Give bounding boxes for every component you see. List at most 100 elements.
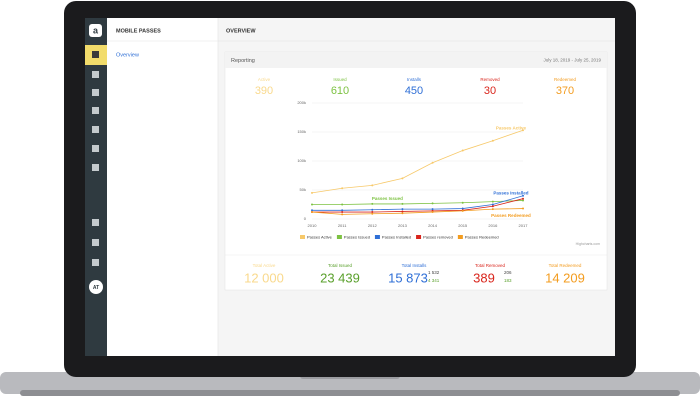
icon[interactable]: [92, 71, 99, 78]
point: [491, 139, 494, 142]
total-label: Total Issued: [328, 263, 353, 268]
point: [522, 207, 524, 210]
point: [431, 208, 434, 211]
stat-value: 30: [484, 85, 496, 97]
point: [371, 202, 374, 205]
icon[interactable]: [92, 145, 99, 152]
legend-label[interactable]: Passes Redeemed: [465, 235, 499, 240]
avatar[interactable]: [89, 280, 103, 294]
point: [311, 211, 313, 214]
nav-item[interactable]: Overview: [116, 52, 139, 58]
total-sub: 183: [504, 278, 512, 283]
point: [461, 207, 464, 210]
annotation: Passes Redeemed: [491, 213, 531, 218]
point: [431, 161, 434, 164]
x-tick-label: 2011: [338, 223, 347, 228]
date-range[interactable]: July 18, 2019 - July 25, 2019: [543, 58, 601, 63]
x-tick-label: 2013: [398, 223, 408, 228]
point: [522, 199, 524, 202]
total-sub: 4 341: [428, 278, 440, 283]
icon[interactable]: [92, 164, 99, 171]
point: [401, 177, 404, 180]
point: [341, 211, 344, 214]
total-value: 14 209: [545, 270, 585, 285]
point: [431, 202, 434, 205]
point: [401, 212, 404, 215]
total-label: Total Removed: [475, 263, 506, 268]
y-tick-label: 100k: [297, 158, 306, 163]
total-value: 23 439: [320, 270, 360, 285]
point: [401, 202, 404, 205]
sidebar: [85, 18, 107, 356]
annotation: Passes Issued: [372, 196, 403, 201]
stat-label: Installs: [407, 77, 422, 82]
legend-swatch: [336, 235, 342, 239]
x-tick-label: 2012: [368, 223, 378, 228]
logo-box: [89, 24, 102, 37]
point: [311, 203, 313, 206]
point: [522, 194, 524, 197]
legend-label[interactable]: Passes Installed: [382, 235, 411, 240]
point: [371, 184, 374, 187]
total-sub: 206: [504, 270, 512, 275]
point: [341, 213, 344, 216]
x-tick-label: 2017: [519, 223, 529, 228]
y-tick-label: 0: [304, 216, 307, 221]
point: [371, 212, 374, 215]
point: [371, 211, 374, 214]
x-tick-label: 2014: [428, 223, 438, 228]
point: [341, 209, 344, 212]
point: [311, 209, 313, 212]
point: [491, 208, 494, 211]
legend-label[interactable]: Passes Active: [307, 235, 333, 240]
y-tick-label: 50k: [300, 187, 306, 192]
icon[interactable]: [92, 107, 99, 114]
annotation: Passes Active: [496, 126, 527, 131]
total-label: Total Installs: [402, 263, 428, 268]
legend-swatch: [457, 235, 463, 239]
legend-label[interactable]: Passes Issued: [344, 235, 370, 240]
point: [522, 129, 524, 132]
stat-value: 370: [556, 85, 574, 97]
icon[interactable]: [92, 259, 99, 266]
total-sub: 1 532: [428, 270, 440, 275]
point: [311, 191, 313, 194]
icon[interactable]: [92, 126, 99, 133]
x-tick-label: 2016: [488, 223, 498, 228]
point: [461, 149, 464, 152]
x-tick-label: 2010: [308, 223, 318, 228]
point: [401, 210, 404, 213]
stat-value: 390: [255, 85, 273, 97]
point: [461, 201, 464, 204]
point: [522, 197, 524, 200]
series-line: [312, 195, 524, 211]
x-tick-label: 2015: [458, 223, 468, 228]
point: [401, 208, 404, 211]
stat-value: 450: [405, 85, 423, 97]
point: [431, 211, 434, 214]
stat-label: Redeemed: [554, 77, 577, 82]
stat-label: Removed: [480, 77, 500, 82]
icon[interactable]: [92, 239, 99, 246]
credit: Highcharts.com: [576, 242, 600, 246]
y-tick-label: 200k: [297, 100, 306, 105]
series-line: [311, 129, 524, 194]
icon[interactable]: [92, 219, 99, 226]
series-line: [311, 208, 524, 215]
point: [491, 200, 494, 203]
icon[interactable]: [92, 51, 99, 58]
laptop-base: [0, 372, 700, 394]
page-title: OVERVIEW: [226, 28, 256, 34]
nav-title: MOBILE PASSES: [116, 28, 161, 34]
total-value: 15 873: [388, 270, 428, 285]
total-label: Total Redeemed: [549, 263, 582, 268]
legend-label[interactable]: Passes removed: [423, 235, 453, 240]
stat-label: Issued: [333, 77, 347, 82]
legend-swatch: [374, 235, 380, 239]
card-title: Reporting: [231, 58, 255, 64]
legend-swatch: [416, 235, 422, 239]
y-tick-label: 150k: [297, 129, 306, 134]
sidebar-icons: [92, 51, 99, 266]
icon[interactable]: [92, 89, 99, 96]
